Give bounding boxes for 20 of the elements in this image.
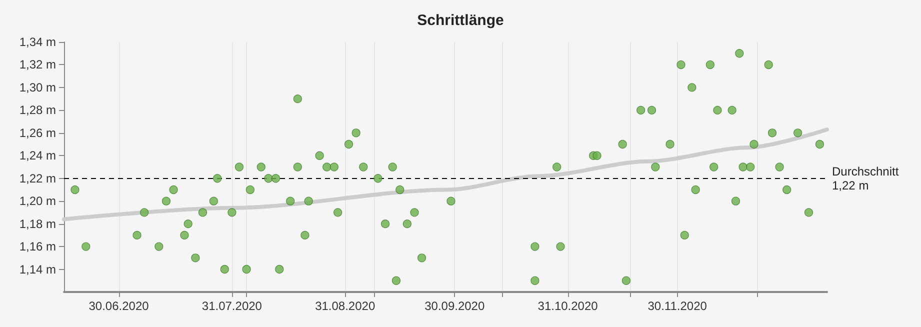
chart-title: Schrittlänge xyxy=(417,12,504,29)
y-tick-label: 1,18 m xyxy=(19,216,56,231)
y-tick-label: 1,32 m xyxy=(19,58,56,72)
y-tick-label: 1,20 m xyxy=(19,194,56,208)
y-tick-label: 1,24 m xyxy=(19,148,56,163)
y-tick-label: 1,16 m xyxy=(19,240,56,254)
x-tick-label: 31.07.2020 xyxy=(202,299,262,313)
y-tick-label: 1,28 m xyxy=(19,103,56,118)
ref-line-label: Durchschnitt 1,22 m xyxy=(832,164,900,192)
x-tick-label: 31.08.2020 xyxy=(315,299,376,313)
y-tick-label: 1,30 m xyxy=(19,80,56,94)
y-tick-label: 1,14 m xyxy=(19,262,56,276)
x-tick-label: 30.09.2020 xyxy=(424,299,485,313)
y-tick-label: 1,34 m xyxy=(19,35,56,49)
x-tick-label: 30.06.2020 xyxy=(88,299,150,313)
y-tick-label: 1,26 m xyxy=(19,126,56,140)
x-tick-label: 31.10.2020 xyxy=(538,299,598,313)
x-tick-label: 30.11.2020 xyxy=(648,299,708,313)
line-series xyxy=(62,128,829,222)
y-tick-label: 1,22 m xyxy=(19,171,56,186)
